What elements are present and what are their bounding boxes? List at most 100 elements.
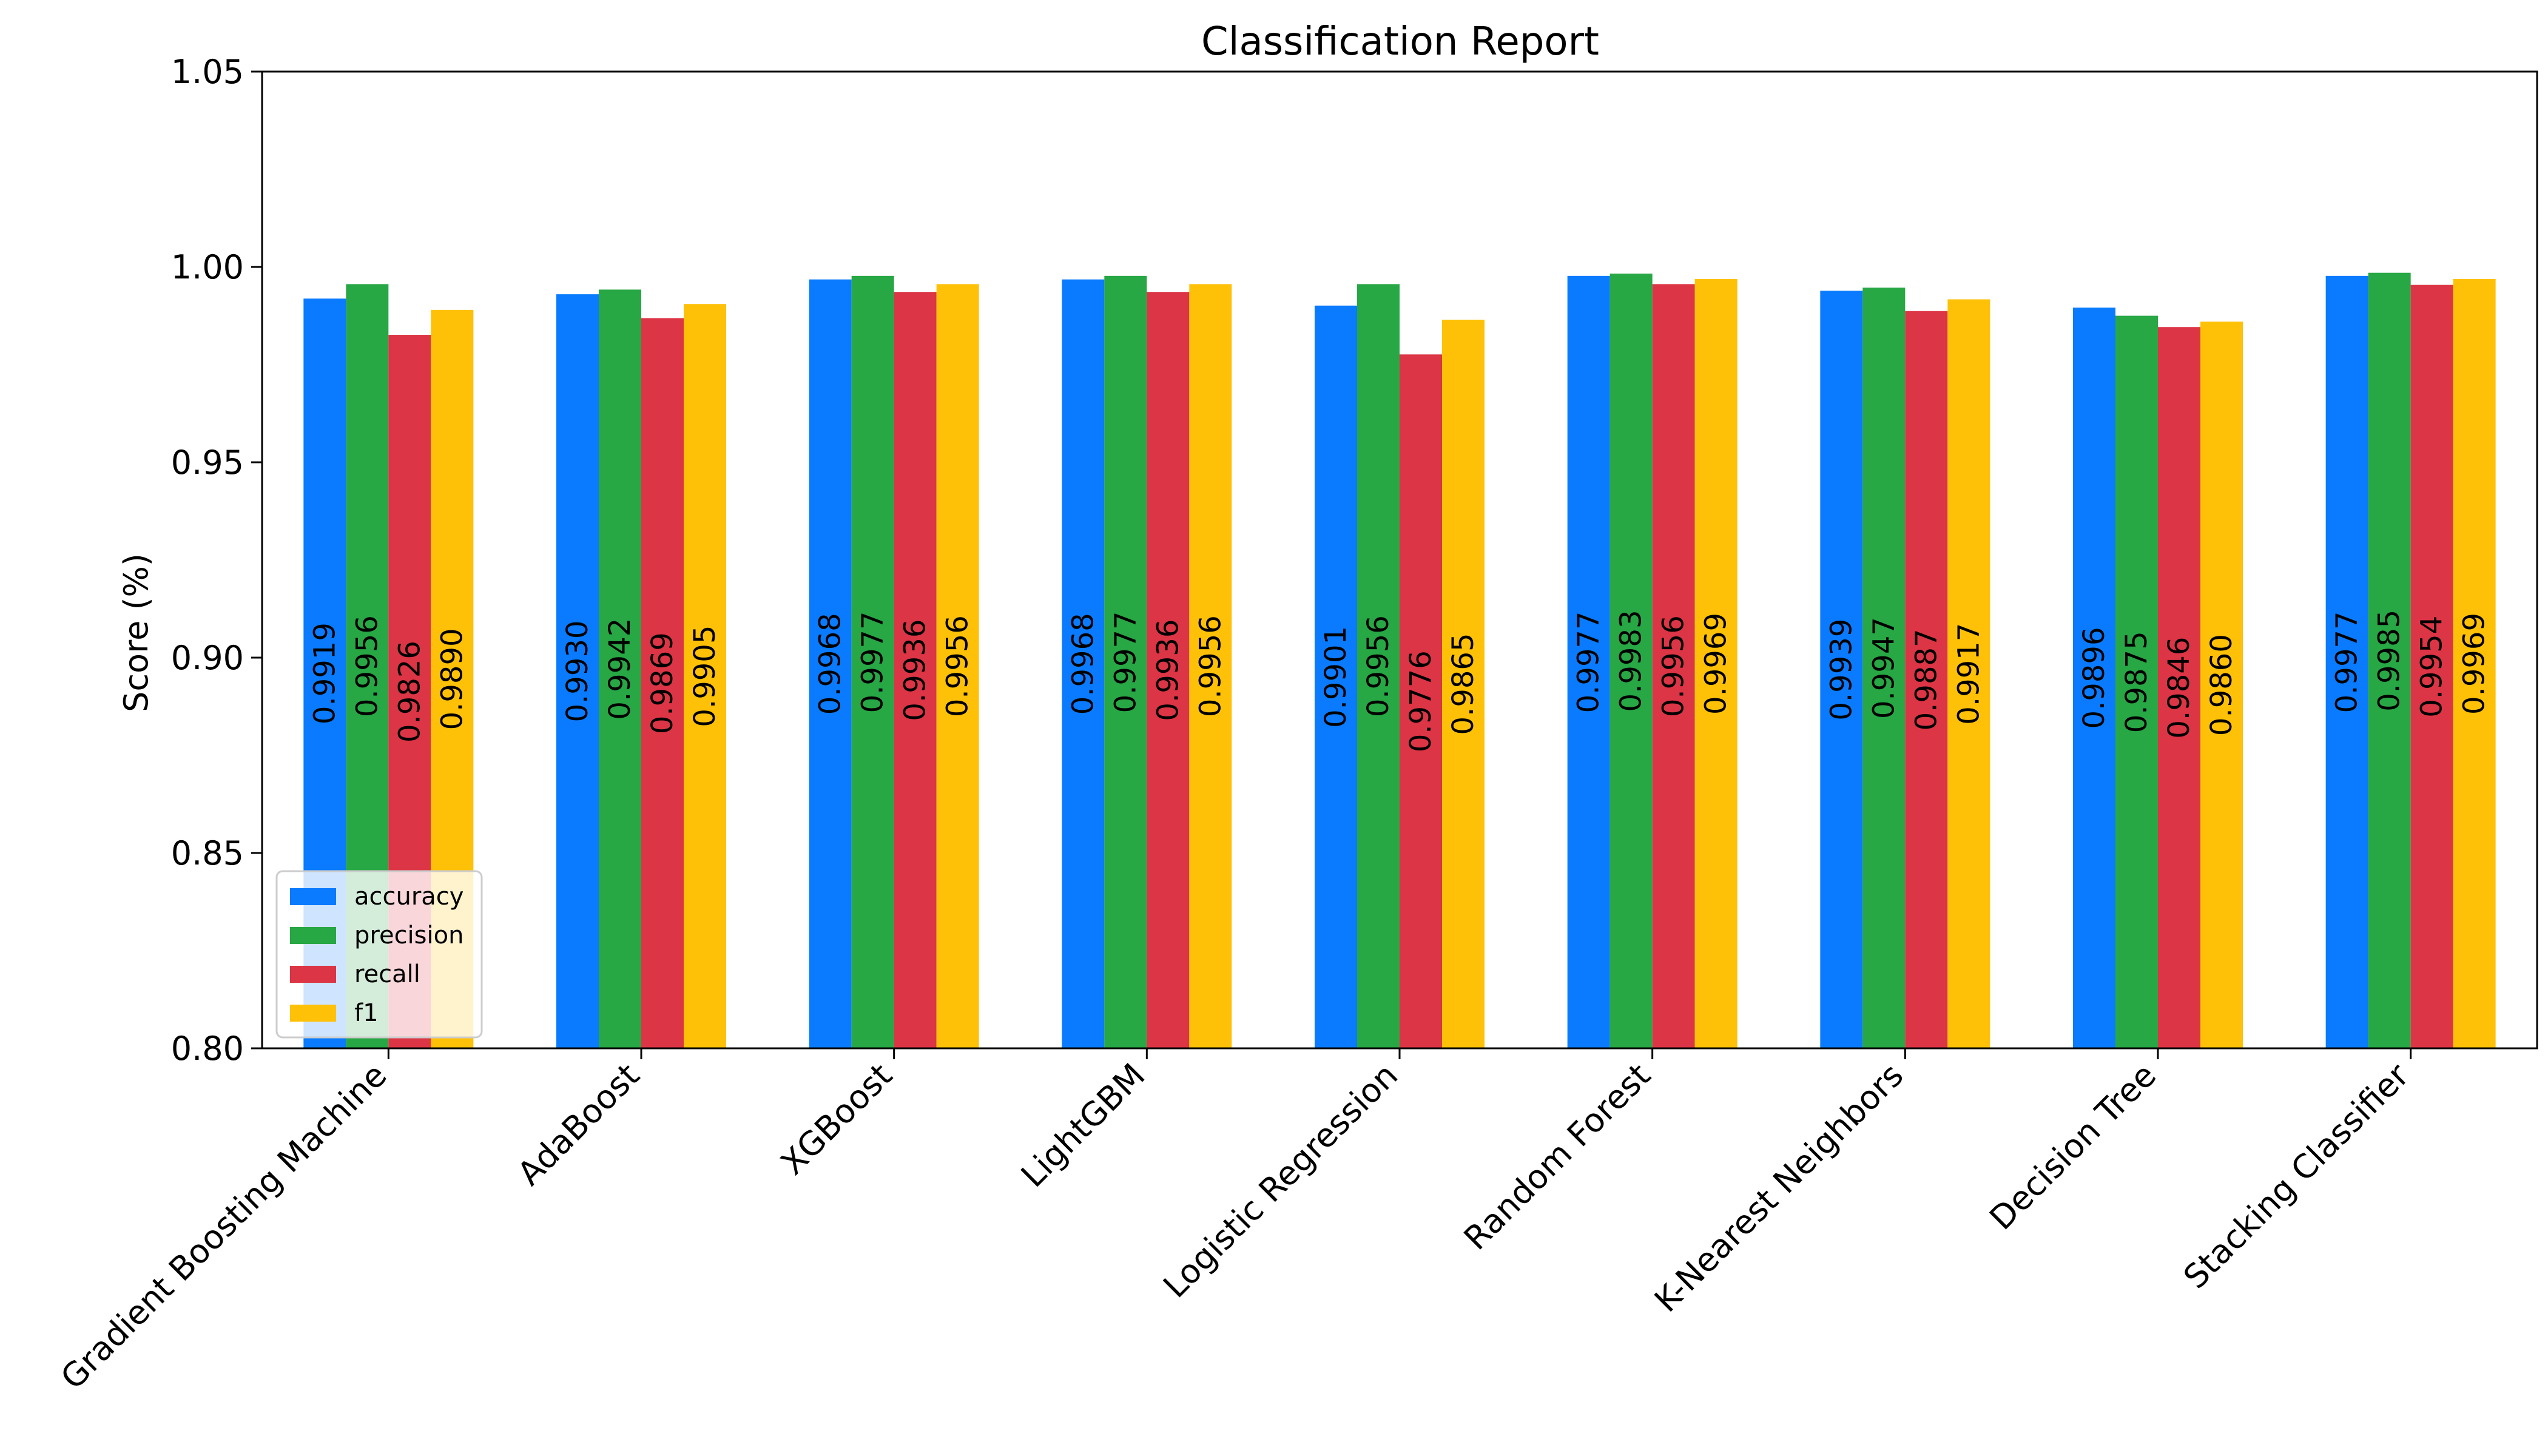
bar-precision (1609, 273, 1653, 1048)
data-label-precision: 0.9977 (1108, 611, 1142, 713)
y-tick-label: 0.80 (171, 1030, 244, 1068)
y-axis-label: Score (%) (117, 553, 155, 712)
legend-label-recall: recall (354, 960, 420, 988)
data-label-f1: 0.9956 (1193, 615, 1227, 717)
bar-f1 (1947, 299, 1990, 1048)
bar-accuracy (1820, 291, 1863, 1049)
bar-accuracy (2073, 307, 2115, 1048)
legend-label-accuracy: accuracy (354, 883, 463, 911)
bar-recall (2158, 327, 2200, 1048)
data-label-f1: 0.9890 (435, 628, 469, 730)
legend-swatch-recall (290, 966, 336, 983)
y-tick-label: 1.05 (171, 53, 244, 91)
bar-recall (1400, 354, 1442, 1048)
bar-recall (1147, 292, 1190, 1048)
data-label-accuracy: 0.9977 (2330, 611, 2364, 713)
y-axis: 0.80 0.85 0.90 0.95 1.00 1.05 (171, 53, 262, 1068)
data-label-precision: 0.9947 (1867, 617, 1901, 719)
x-tick-label: XGBoost (774, 1056, 900, 1182)
bar-precision (599, 289, 641, 1048)
x-tick-label: Stacking Classifier (2176, 1056, 2416, 1296)
data-label-recall: 0.9776 (1404, 650, 1438, 752)
data-label-accuracy: 0.9939 (1824, 619, 1858, 721)
data-label-recall: 0.9954 (2415, 616, 2449, 718)
x-axis: Gradient Boosting Machine AdaBoost XGBoost… (53, 1048, 2416, 1397)
data-label-precision: 0.9956 (1361, 615, 1395, 717)
x-tick-label: LightGBM (1014, 1056, 1153, 1195)
data-label-recall: 0.9956 (1657, 615, 1691, 717)
data-label-f1: 0.9905 (688, 625, 722, 727)
bar-f1 (936, 284, 979, 1049)
bar-recall (1652, 284, 1695, 1049)
chart-title: Classification Report (1201, 19, 1599, 64)
data-label-f1: 0.9917 (1952, 623, 1986, 725)
bar-precision (851, 275, 894, 1048)
bar-recall (2410, 285, 2453, 1048)
data-label-f1: 0.9969 (1699, 613, 1733, 715)
x-tick-label: Decision Tree (1982, 1056, 2163, 1238)
data-label-precision: 0.9983 (1614, 610, 1648, 712)
data-label-f1: 0.9860 (2205, 634, 2239, 736)
legend-label-f1: f1 (354, 999, 379, 1027)
bar-accuracy (2325, 275, 2368, 1048)
data-label-accuracy: 0.9930 (561, 621, 595, 723)
data-label-f1: 0.9969 (2458, 613, 2492, 715)
bar-precision (2368, 272, 2411, 1048)
bar-accuracy (809, 279, 852, 1048)
data-label-precision: 0.9956 (350, 615, 384, 717)
data-label-precision: 0.9977 (856, 611, 890, 713)
legend-swatch-precision (290, 927, 336, 944)
legend-box (275, 870, 483, 1039)
x-tick-label: AdaBoost (510, 1056, 647, 1193)
data-label-recall: 0.9869 (645, 632, 679, 734)
data-label-recall: 0.9936 (898, 619, 932, 721)
bar-accuracy (1315, 305, 1357, 1049)
data-label-accuracy: 0.9968 (1066, 613, 1100, 715)
data-label-accuracy: 0.9919 (308, 622, 342, 724)
data-label-f1: 0.9865 (1446, 633, 1480, 735)
bar-f1 (1189, 284, 1232, 1049)
data-label-precision: 0.9985 (2373, 610, 2407, 712)
bars-layer (303, 272, 2496, 1049)
data-label-accuracy: 0.9901 (1319, 626, 1353, 728)
bar-precision (2115, 315, 2158, 1048)
bar-f1 (684, 304, 726, 1049)
x-tick-label: Random Forest (1457, 1056, 1658, 1258)
bar-precision (1357, 284, 1400, 1049)
bar-recall (641, 318, 684, 1048)
legend: accuracy precision recall f1 (275, 870, 483, 1039)
data-label-precision: 0.9875 (2120, 631, 2154, 733)
data-label-recall: 0.9826 (393, 641, 426, 743)
data-label-recall: 0.9846 (2162, 637, 2196, 739)
y-tick-label: 1.00 (171, 248, 244, 286)
bar-f1 (1442, 319, 1485, 1049)
data-label-f1: 0.9956 (941, 615, 975, 717)
x-tick-label: Logistic Regression (1156, 1056, 1405, 1306)
legend-swatch-accuracy (290, 888, 336, 905)
data-label-recall: 0.9887 (1909, 629, 1943, 730)
bar-f1 (2200, 322, 2243, 1049)
data-label-accuracy: 0.9896 (2077, 627, 2111, 729)
data-label-recall: 0.9936 (1151, 619, 1185, 721)
y-tick-label: 0.95 (171, 443, 244, 482)
bar-f1 (2453, 278, 2496, 1048)
y-tick-label: 0.90 (171, 639, 244, 677)
data-label-precision: 0.9942 (603, 618, 637, 720)
data-label-accuracy: 0.9977 (1572, 611, 1606, 713)
bar-precision (1104, 275, 1147, 1048)
legend-label-precision: precision (354, 922, 463, 949)
bar-accuracy (556, 294, 599, 1049)
bar-precision (1862, 288, 1906, 1049)
bar-recall (894, 292, 937, 1048)
bar-recall (1905, 311, 1948, 1048)
data-label-accuracy: 0.9968 (814, 613, 848, 715)
bar-accuracy (1062, 279, 1105, 1048)
bar-f1 (1694, 278, 1737, 1048)
x-tick-label: Gradient Boosting Machine (53, 1056, 394, 1397)
bar-accuracy (1567, 275, 1610, 1048)
x-tick-label: K-Nearest Neighbors (1647, 1056, 1910, 1320)
legend-swatch-f1 (290, 1005, 336, 1022)
data-labels-layer: 0.9919 0.9956 0.9826 0.9890 0.9930 0.9942 0.98… (308, 610, 2491, 752)
y-tick-label: 0.85 (171, 834, 244, 872)
